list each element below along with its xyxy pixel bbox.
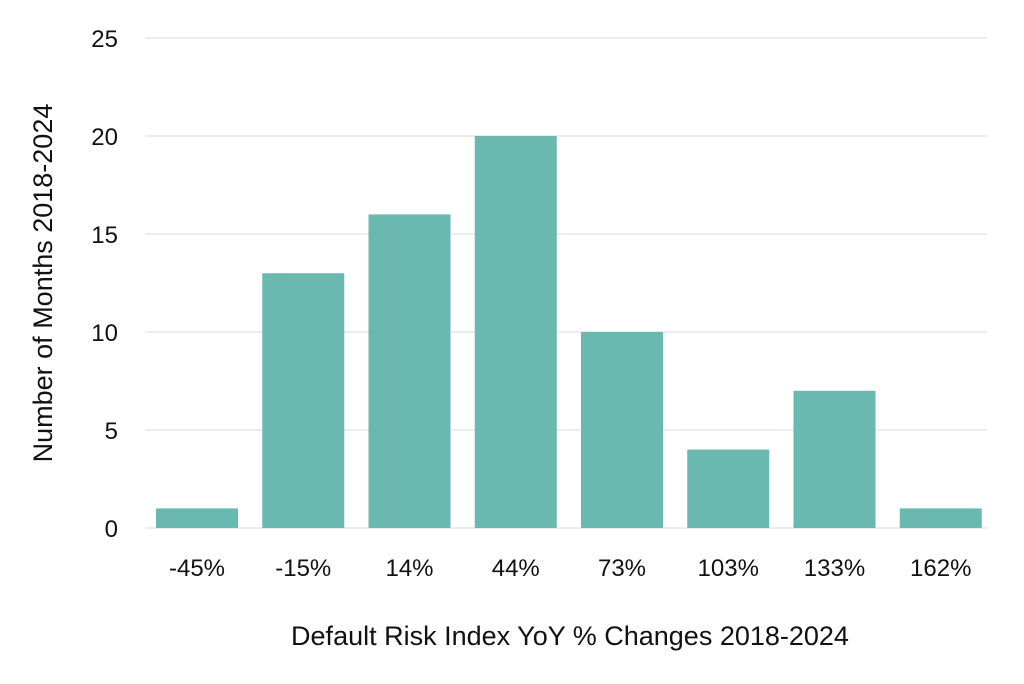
bar-3 (368, 214, 451, 528)
x-axis-title: Default Risk Index YoY % Changes 2018-20… (291, 621, 849, 651)
x-tick-label: -15% (275, 555, 331, 582)
bar-4 (474, 136, 557, 528)
bar-1 (156, 508, 238, 528)
x-tick-label: 133% (804, 555, 865, 582)
y-tick-label: 5 (105, 418, 118, 445)
bar-6 (687, 449, 770, 528)
y-axis-ticks: 0 5 10 15 20 25 (91, 26, 118, 543)
x-tick-label: -45% (169, 555, 225, 582)
x-tick-label: 162% (910, 555, 971, 582)
y-tick-label: 20 (91, 124, 118, 151)
bar-8 (899, 508, 982, 528)
y-tick-label: 25 (91, 26, 118, 53)
x-tick-label: 14% (385, 555, 433, 582)
bar-5 (581, 332, 663, 528)
x-axis-ticks: -45% -15% 14% 44% 73% 103% 133% 162% (169, 555, 971, 582)
x-tick-label: 103% (698, 555, 759, 582)
bar-2 (262, 273, 345, 528)
y-axis-title: Number of Months 2018-2024 (28, 104, 58, 463)
bar-7 (793, 390, 876, 528)
bars (156, 136, 982, 528)
x-tick-label: 73% (598, 555, 646, 582)
y-tick-label: 0 (105, 516, 118, 543)
y-tick-label: 15 (91, 222, 118, 249)
y-tick-label: 10 (91, 320, 118, 347)
x-tick-label: 44% (492, 555, 540, 582)
